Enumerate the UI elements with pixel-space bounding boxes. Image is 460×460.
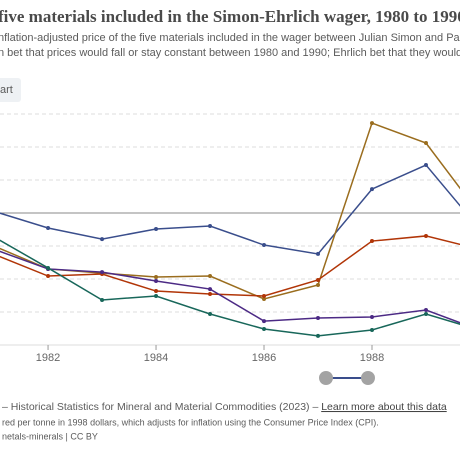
data-point [154,227,159,232]
data-point [316,333,321,338]
data-point [262,326,267,331]
x-tick-label: 1982 [36,352,60,364]
slider-handle[interactable] [319,371,333,385]
series-line [0,122,460,300]
chart-title: five materials included in the Simon-Ehr… [0,7,460,26]
data-point [423,308,428,313]
series-line [0,250,460,324]
data-point [100,297,105,302]
source-link[interactable]: Learn more about this data [321,401,447,413]
data-point [154,289,159,294]
data-point [46,274,51,279]
data-point [369,327,374,332]
data-point [316,251,321,256]
data-point [423,311,428,316]
source-text: – Historical Statistics for Mineral and … [2,401,321,413]
data-point [369,121,374,126]
data-point [369,187,374,192]
data-point [369,239,374,244]
data-point [423,163,428,168]
data-point [46,226,51,231]
data-point [208,224,213,229]
x-tick-label: 1988 [360,352,384,364]
data-point [423,233,428,238]
data-point [262,243,267,248]
x-tick-label: 1984 [144,352,168,364]
data-point [154,275,159,280]
note: red per tonne in 1998 dollars, which adj… [2,417,379,427]
data-point [154,278,159,283]
data-point [208,292,213,297]
license: netals-minerals | CC BY [2,431,98,441]
series-line [0,164,460,255]
plot-area [0,121,460,338]
x-tick-label: 1986 [252,352,276,364]
data-point [46,265,51,270]
series-line [0,235,460,297]
data-point [316,282,321,287]
data-point [262,296,267,301]
data-point [262,294,267,298]
data-point [100,237,105,242]
data-point [316,315,321,320]
data-point [316,277,321,282]
subtitle: n bet that prices would fall or stay con… [0,47,460,59]
source: – Historical Statistics for Mineral and … [2,401,447,413]
data-point [262,319,267,324]
series-line [0,239,460,337]
data-point [100,270,105,275]
chart-tab-label[interactable]: art [0,84,13,96]
data-point [208,311,213,316]
chart-tab-button[interactable] [0,78,21,102]
subtitle: nflation-adjusted price of the five mate… [0,32,460,44]
data-point [208,287,213,292]
data-point [369,314,374,319]
slider-handle[interactable] [361,371,375,385]
timeline-slider[interactable] [319,371,375,385]
data-point [154,294,159,298]
data-point [208,274,213,279]
data-point [423,141,428,146]
